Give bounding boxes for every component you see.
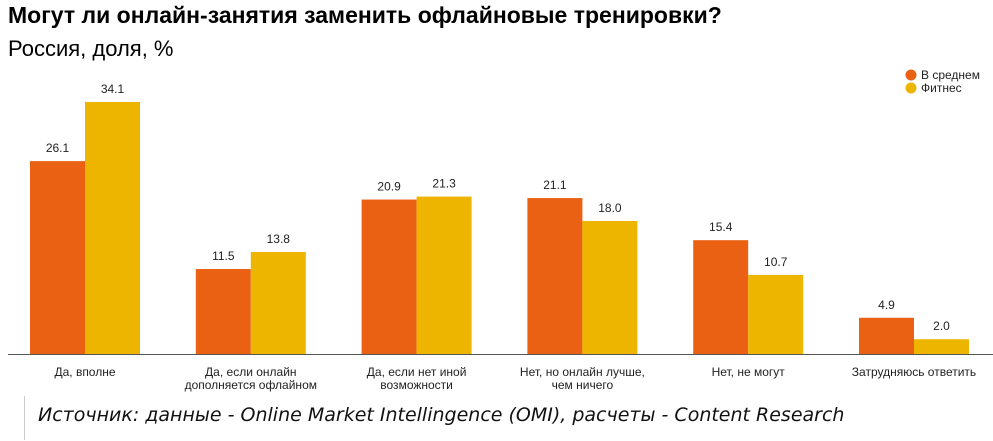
category-label: дополняется офлайном [185, 378, 317, 392]
bar-chart: 26.1 34.1 Да, вполне 11.5 13.8 Да, если онлай… [8, 68, 993, 392]
data-label: 21.1 [543, 178, 567, 192]
legend-label: В среднем [921, 68, 980, 82]
category-label: Нет, но онлайн лучше, [520, 365, 645, 379]
chart-title: Могут ли онлайн-занятия заменить офлайно… [8, 2, 722, 28]
data-label: 13.8 [267, 232, 291, 246]
data-label: 21.3 [432, 177, 456, 191]
bar [859, 317, 914, 354]
bar [914, 339, 969, 354]
bar [250, 252, 306, 354]
category-label: Да, если онлайн [205, 365, 297, 379]
data-label: 15.4 [709, 220, 733, 234]
bar [748, 274, 804, 354]
bar [30, 161, 85, 354]
data-label: 20.9 [377, 180, 401, 194]
data-label: 18.0 [598, 201, 622, 215]
bar [361, 199, 417, 354]
category-label: Затрудняюсь ответить [852, 365, 976, 379]
legend-marker [905, 82, 917, 94]
bar [582, 220, 638, 354]
data-label: 26.1 [46, 141, 70, 155]
bar [85, 102, 140, 354]
chart-subtitle: Россия, доля, % [8, 36, 174, 61]
bar [195, 269, 251, 354]
data-label: 34.1 [101, 82, 125, 96]
data-label: 11.5 [212, 249, 235, 263]
bar [693, 240, 749, 354]
data-label: 10.7 [764, 255, 788, 269]
category-label: Да, вполне [54, 365, 115, 379]
source-divider [24, 396, 25, 440]
category-label: возможности [380, 378, 453, 392]
legend-label: Фитнес [921, 81, 962, 95]
bar [416, 196, 472, 354]
data-label: 4.9 [878, 298, 895, 312]
legend-marker [905, 69, 917, 81]
source-note: Источник: данные - Online Market Intelli… [38, 404, 845, 426]
category-label: чем ничего [552, 378, 614, 392]
bar [527, 198, 583, 354]
category-label: Да, если нет иной [367, 365, 467, 379]
category-label: Нет, не могут [712, 365, 786, 379]
data-label: 2.0 [933, 319, 950, 333]
